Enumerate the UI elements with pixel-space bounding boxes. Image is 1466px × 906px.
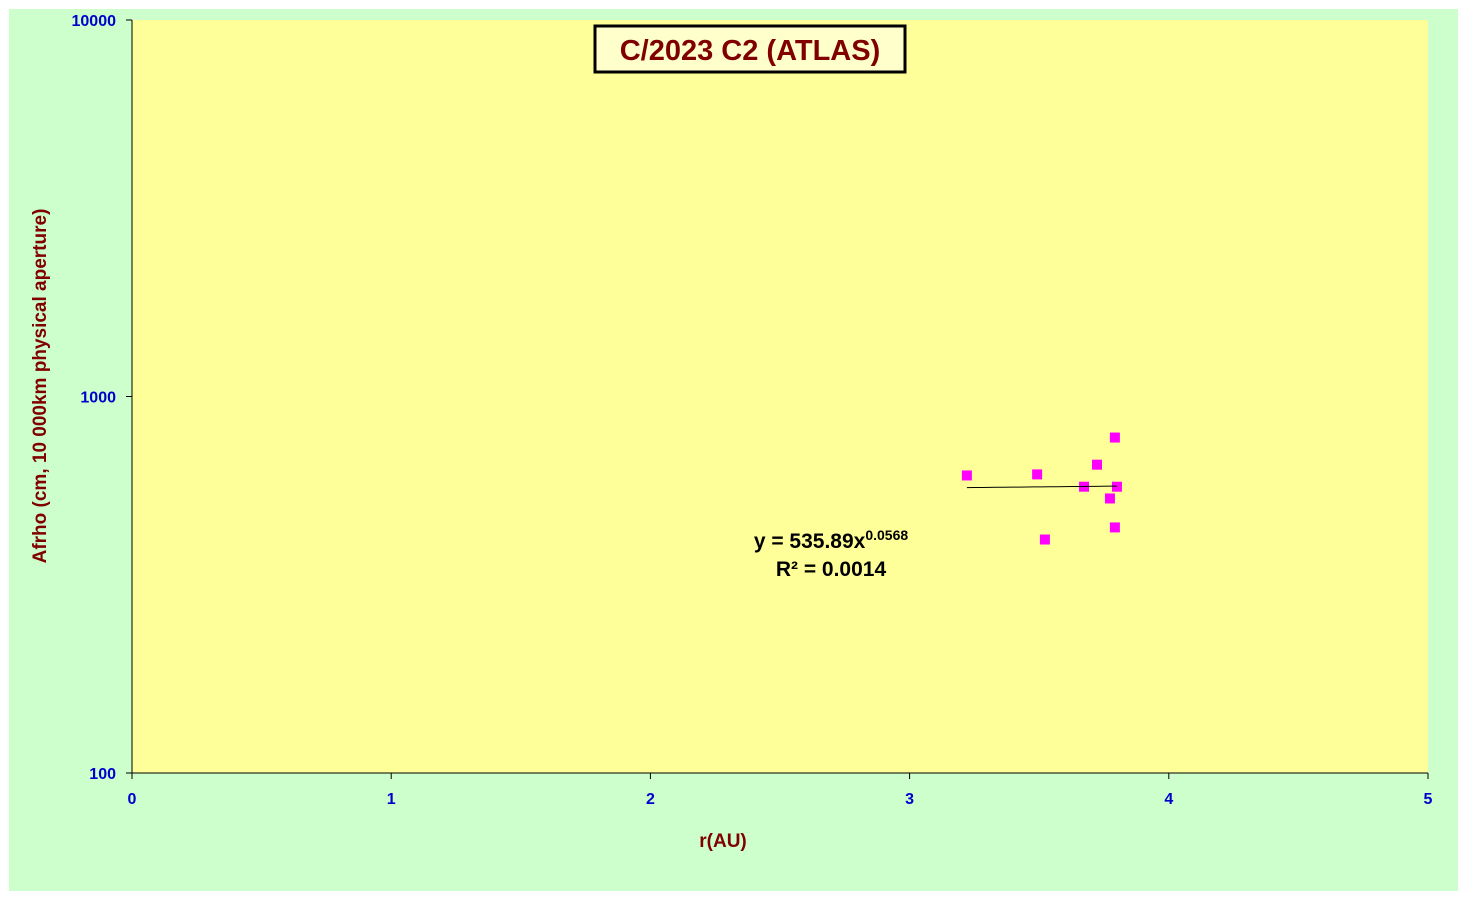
- x-axis-title: r(AU): [699, 831, 747, 852]
- equation-exponent: 0.0568: [865, 527, 908, 543]
- data-point: [1092, 459, 1103, 470]
- x-tick-label: 0: [128, 791, 137, 808]
- equation-text: y = 535.89x: [754, 530, 866, 553]
- y-tick-label: 10000: [72, 13, 117, 30]
- data-point: [1109, 522, 1120, 533]
- y-axis-title: Afrho (cm, 10 000km physical aperture): [30, 209, 51, 564]
- data-point: [961, 470, 972, 481]
- x-tick-label: 4: [1164, 791, 1173, 808]
- data-point: [1039, 534, 1050, 545]
- data-point: [1032, 469, 1043, 480]
- title-box: [593, 24, 907, 74]
- trend-equation: y = 535.89x0.0568: [754, 527, 909, 553]
- r-squared: R² = 0.0014: [776, 558, 887, 581]
- plot-area: [132, 20, 1428, 773]
- x-tick-label: 2: [646, 791, 655, 808]
- x-tick-label: 5: [1424, 791, 1433, 808]
- y-tick-label: 100: [89, 766, 116, 783]
- y-tick-label: 1000: [80, 390, 116, 407]
- data-point: [1104, 493, 1115, 504]
- data-point: [1111, 481, 1122, 492]
- chart-title: C/2023 C2 (ATLAS): [620, 35, 881, 67]
- trendline: [966, 485, 1117, 489]
- x-tick-label: 3: [905, 791, 914, 808]
- x-tick-label: 1: [387, 791, 396, 808]
- data-point: [1109, 432, 1120, 443]
